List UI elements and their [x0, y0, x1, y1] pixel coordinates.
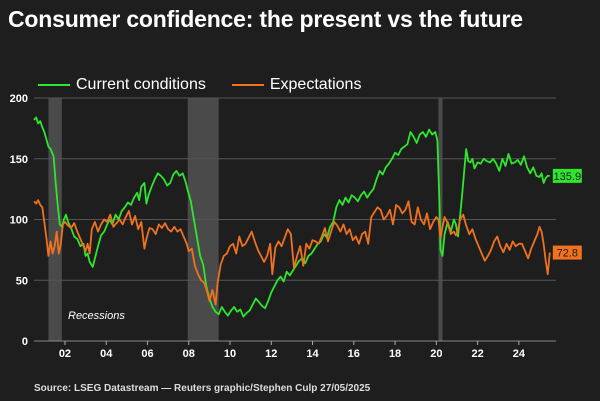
- legend-label-expectations: Expectations: [269, 76, 362, 93]
- gridlines: [34, 97, 556, 342]
- end-labels: 135.9 72.8: [552, 168, 582, 260]
- series-line-expectations: [33, 199, 551, 306]
- x-axis-ticks: 02 04 06 08 10 12 14 16 18 20 22 24: [59, 341, 526, 360]
- chart-legend: Current conditions Expectations: [38, 74, 387, 96]
- x-tick-label: 02: [59, 348, 71, 360]
- chart-title: Consumer confidence: the present vs the …: [8, 6, 523, 32]
- x-tick-label: 14: [306, 348, 319, 360]
- end-label-box: [552, 168, 582, 183]
- y-tick-label: 50: [16, 275, 28, 287]
- x-tick-label: 18: [389, 348, 401, 360]
- x-tick-label: 20: [430, 348, 442, 360]
- end-label-value: 135.9: [554, 171, 582, 183]
- y-tick-label: 0: [22, 336, 28, 348]
- y-tick-label: 100: [10, 215, 28, 227]
- series-line-current-conditions: [33, 116, 550, 318]
- y-tick-label: 200: [10, 93, 28, 105]
- x-tick-label: 22: [471, 348, 483, 360]
- x-tick-label: 08: [183, 348, 195, 360]
- legend-swatch-current: [38, 84, 70, 86]
- y-tick-label: 150: [10, 154, 28, 166]
- x-tick-label: 04: [100, 348, 113, 360]
- legend-swatch-expectations: [231, 84, 264, 86]
- end-label-value: 72.8: [557, 248, 578, 260]
- x-tick-label: 10: [224, 348, 236, 360]
- x-tick-label: 12: [265, 348, 277, 360]
- x-tick-label: 06: [141, 348, 153, 360]
- x-tick-label: 16: [348, 348, 360, 360]
- series-lines: [33, 116, 551, 318]
- legend-item-current: Current conditions: [38, 76, 206, 94]
- x-tick-label: 24: [513, 348, 526, 360]
- legend-item-expectations: Expectations: [231, 76, 362, 94]
- recession-label: Recessions: [68, 310, 125, 322]
- end-label-box: [552, 245, 582, 260]
- y-axis-ticks: 0 50 100 150 200: [10, 93, 28, 348]
- source-note: Source: LSEG Datastream — Reuters graphi…: [34, 383, 371, 394]
- legend-label-current: Current conditions: [76, 76, 206, 93]
